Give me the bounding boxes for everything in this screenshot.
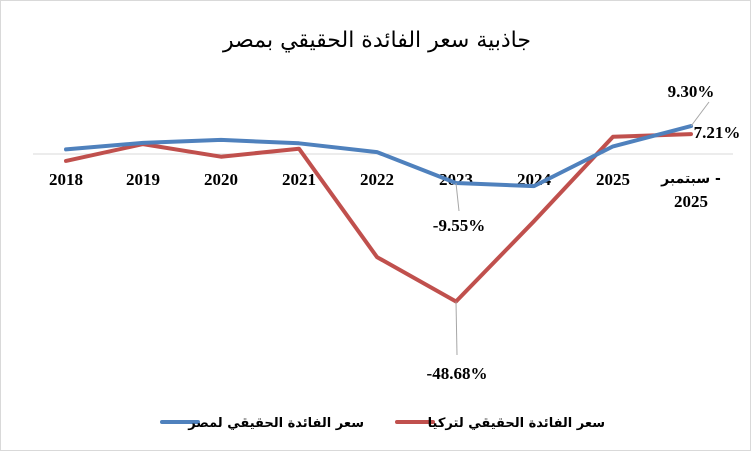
chart-title: جاذبية سعر الفائدة الحقيقي بمصر: [222, 28, 531, 53]
data-label: -9.55%: [433, 216, 485, 235]
x-tick-label: 2025: [674, 192, 708, 211]
legend-label: سعر الفائدة الحقيقي لمصر: [187, 416, 364, 431]
x-tick-label: 2021: [282, 170, 316, 189]
data-label: 9.30%: [668, 82, 715, 101]
x-tick-label: 2022: [360, 170, 394, 189]
label-leader-line: [690, 101, 710, 127]
series-line-1: [64, 132, 693, 304]
x-tick-label: 2020: [204, 170, 238, 189]
x-tick-label: 2019: [126, 170, 160, 189]
legend: سعر الفائدة الحقيقي لمصر سعر الفائدة الحق…: [160, 416, 605, 431]
data-label: -48.68%: [427, 364, 488, 383]
x-tick-label: 2018: [49, 170, 83, 189]
series-line-0: [64, 124, 693, 189]
x-tick-label: سبتمبر -: [660, 171, 721, 187]
label-leader-line: [455, 301, 458, 356]
legend-label: سعر الفائدة الحقيقي لتركيا: [428, 416, 605, 431]
data-label: 7.21%: [694, 123, 741, 142]
label-leader-line: [455, 182, 460, 212]
x-tick-label: 2025: [596, 170, 630, 189]
